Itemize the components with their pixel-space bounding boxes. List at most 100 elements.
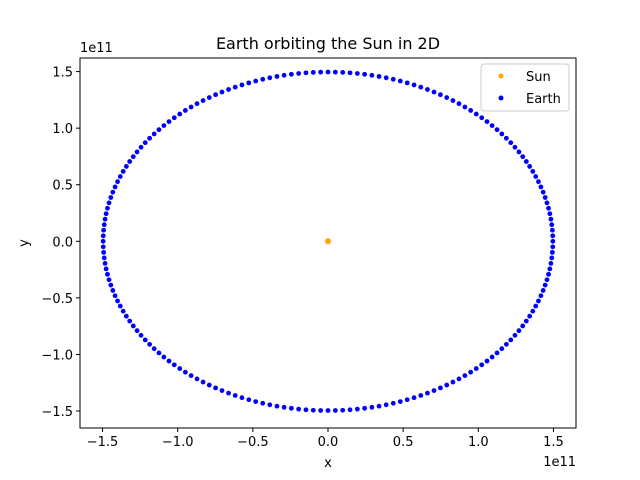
earth-point [512, 332, 518, 338]
y-tick-label: −1.5 [41, 405, 73, 420]
legend-marker-earth [498, 95, 504, 101]
earth-point [347, 407, 353, 413]
x-tick-label: 0.5 [393, 435, 414, 450]
y-tick-label: −1.0 [41, 348, 73, 363]
earth-point [503, 135, 509, 141]
earth-point [182, 108, 188, 113]
earth-point [123, 313, 129, 319]
earth-point [418, 84, 424, 90]
earth-point [544, 277, 550, 283]
y-tick-label: 0.5 [52, 179, 73, 194]
earth-point [310, 407, 316, 413]
x-tick-label: 1.5 [543, 435, 564, 450]
x-tick-label: 0.0 [318, 435, 339, 450]
y-tick-label: 1.0 [52, 122, 73, 137]
earth-point [538, 293, 544, 299]
earth-point [450, 379, 456, 385]
earth-point [383, 402, 389, 408]
earth-point [546, 271, 551, 277]
earth-point [354, 71, 360, 76]
earth-point [397, 78, 403, 84]
earth-point [390, 400, 396, 406]
earth-point [232, 393, 238, 398]
earth-point [206, 95, 212, 100]
earth-point [462, 373, 468, 378]
earth-point [516, 328, 522, 334]
earth-point [110, 288, 116, 293]
earth-point [156, 350, 162, 356]
x-axis-label: x [324, 456, 332, 471]
earth-point [142, 140, 148, 146]
earth-point [411, 82, 417, 88]
earth-point [369, 404, 375, 410]
earth-point [397, 399, 403, 404]
earth-point [112, 184, 118, 190]
earth-point [101, 249, 107, 255]
earth-point [102, 216, 108, 222]
earth-point [425, 87, 430, 92]
earth-point [347, 70, 353, 76]
earth-point [325, 69, 331, 75]
earth-point [536, 298, 541, 304]
x-tick-label: −1.5 [87, 435, 119, 450]
earth-point [508, 337, 514, 343]
earth-point [281, 72, 287, 78]
earth-point [100, 238, 106, 244]
earth-point [468, 369, 474, 375]
earth-point [318, 408, 324, 413]
earth-point [369, 72, 375, 78]
earth-point [499, 131, 505, 137]
earth-point [194, 376, 200, 382]
earth-point [542, 282, 548, 288]
earth-point [127, 318, 133, 324]
earth-point [540, 189, 546, 195]
legend-label-sun: Sun [526, 70, 551, 85]
earth-point [479, 362, 485, 368]
earth-point [503, 341, 509, 347]
earth-point [260, 400, 266, 406]
legend-marker-sun [498, 73, 504, 79]
earth-point [219, 388, 225, 393]
earth-point [303, 407, 309, 413]
earth-point [296, 406, 302, 412]
y-axis-ticks: −1.5 −1.0 −0.5 0.0 0.5 1.0 1.5 [41, 66, 80, 420]
earth-point [523, 318, 529, 324]
x-offset-text: 1e11 [543, 455, 576, 470]
earth-point [246, 397, 252, 403]
y-axis-label: y [17, 239, 32, 247]
earth-point [120, 169, 126, 174]
earth-point [267, 402, 273, 408]
earth-point [100, 233, 106, 239]
earth-point [138, 144, 144, 150]
earth-point [267, 75, 273, 81]
earth-point [296, 71, 302, 76]
earth-point [127, 159, 133, 164]
earth-point [523, 159, 529, 164]
earth-point [123, 164, 129, 169]
earth-point [549, 227, 555, 233]
earth-point [115, 179, 120, 185]
earth-point [108, 282, 114, 288]
earth-point [438, 92, 443, 98]
earth-point [130, 154, 136, 160]
earth-point [332, 69, 338, 75]
earth-point [101, 255, 107, 261]
earth-point [117, 174, 123, 179]
earth-point [340, 69, 346, 75]
earth-point [550, 244, 556, 250]
earth-point [171, 362, 177, 368]
earth-point [520, 154, 526, 160]
earth-point [456, 101, 462, 107]
earth-point [550, 238, 556, 244]
earth-point [473, 111, 479, 117]
earth-point [213, 385, 218, 391]
earth-point [362, 405, 368, 411]
earth-point [105, 205, 110, 211]
earth-point [200, 379, 206, 385]
earth-point [188, 104, 194, 110]
earth-point [106, 200, 112, 206]
earth-point [110, 189, 116, 195]
x-tick-label: −0.5 [237, 435, 269, 450]
earth-point [115, 298, 120, 304]
